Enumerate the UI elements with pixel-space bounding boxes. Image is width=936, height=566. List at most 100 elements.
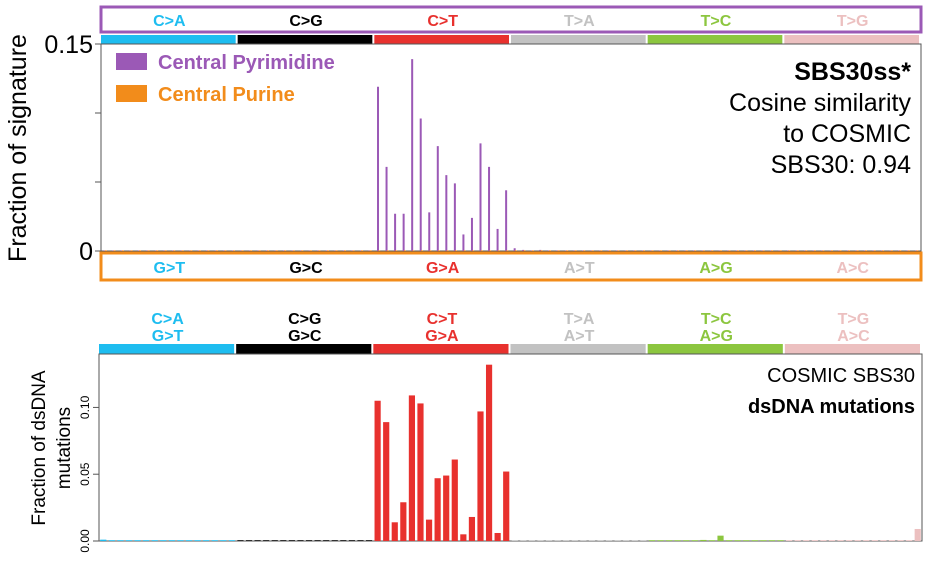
- annotation-line-2: to COSMIC: [783, 120, 911, 148]
- dsdna-bar: [194, 540, 201, 541]
- dsdna-bar: [134, 540, 141, 541]
- bottom-y-ticks: 0.00 0.05 0.10: [78, 395, 99, 553]
- dsdna-bar: [228, 540, 235, 541]
- dsdna-bar: [520, 540, 527, 541]
- dsdna-bar: [220, 540, 227, 541]
- dsdna-bar: [820, 540, 827, 541]
- dsdna-bar: [545, 540, 553, 541]
- top-category-label: C>A: [153, 13, 186, 30]
- dsdna-bar: [623, 540, 630, 541]
- signature-title: SBS30ss*: [794, 58, 911, 86]
- dsdna-bar: [854, 540, 861, 541]
- dsdna-bar: [331, 540, 338, 541]
- dsdna-bar: [511, 540, 518, 541]
- complement-category-label: A>C: [836, 260, 869, 277]
- bottom-panel-complement-label: A>G: [700, 328, 733, 345]
- dsdna-bar: [914, 528, 921, 541]
- dsdna-bar: [237, 540, 244, 541]
- dsdna-bar: [537, 540, 544, 541]
- dsdna-bar: [434, 478, 441, 541]
- bottom-panel-category-label: T>G: [838, 311, 870, 328]
- dsdna-bar: [631, 540, 638, 541]
- category-color-block: [237, 35, 373, 44]
- dsdna-bar: [245, 540, 253, 541]
- complement-category-labels: G>T G>C G>A A>T A>G A>C: [154, 260, 870, 277]
- y-tick-label: 0: [79, 238, 93, 266]
- dsdna-bar: [503, 471, 510, 541]
- dsdna-bar: [554, 540, 561, 541]
- dsdna-bar: [597, 540, 604, 541]
- bottom-panel-category-label: C>A: [151, 311, 184, 328]
- dsdna-bar: [160, 540, 167, 541]
- bottom-y-tick-label: 0.10: [78, 395, 92, 419]
- top-category-labels: C>A C>G C>T T>A T>C T>G: [153, 13, 868, 30]
- dsdna-bar: [391, 522, 398, 541]
- bottom-panel-color-block: [99, 344, 235, 354]
- bottom-panel-complement-label: G>C: [288, 328, 322, 345]
- dsdna-bar: [271, 540, 278, 541]
- bottom-panel-category-label: C>G: [288, 311, 321, 328]
- dsdna-bar: [846, 540, 853, 541]
- dsdna-bar: [374, 400, 381, 541]
- dsdna-bar: [485, 364, 493, 541]
- dsdna-bar: [297, 540, 304, 541]
- top-category-color-strip: [101, 35, 919, 44]
- top-panel: C>A C>G C>T T>A T>C T>G 0 0.15 Fraction of sig…: [4, 5, 923, 282]
- legend: Central Pyrimidine Central Purine: [116, 52, 335, 106]
- dsdna-bar: [185, 540, 193, 541]
- dsdna-bar: [314, 540, 321, 541]
- bottom-bars: [100, 364, 921, 541]
- dsdna-bar: [417, 403, 424, 541]
- dsdna-bar: [777, 540, 784, 541]
- bottom-category-frame: [99, 251, 923, 282]
- dsdna-bar: [528, 540, 536, 541]
- dsdna-bar: [743, 540, 750, 541]
- y-tick-label: 0.15: [44, 31, 93, 59]
- dsdna-bar: [357, 540, 364, 541]
- dsdna-bar: [151, 540, 158, 541]
- bottom-panel-color-block: [647, 344, 783, 354]
- bottom-panel-category-label: C>T: [427, 311, 458, 328]
- dsdna-bar: [760, 540, 767, 541]
- dsdna-bar: [425, 519, 433, 541]
- dsdna-bar: [811, 540, 818, 541]
- bottom-y-tick-label: 0.00: [78, 529, 92, 553]
- dsdna-bar: [100, 539, 107, 541]
- dsdna-bar: [691, 540, 698, 541]
- annotation-line-1: Cosine similarity: [729, 89, 911, 117]
- dsdna-bar: [280, 540, 287, 541]
- legend-swatch-purine: [116, 85, 147, 102]
- bottom-panel-color-block: [236, 344, 372, 354]
- dsdna-bar: [168, 540, 175, 541]
- dsdna-bar: [323, 540, 330, 541]
- dsdna-bar: [125, 540, 133, 541]
- dsdna-bar: [203, 540, 210, 541]
- dsdna-bar: [460, 534, 467, 541]
- top-category-frame: [99, 5, 923, 34]
- dsdna-bar: [880, 540, 887, 541]
- legend-label-pyrimidine: Central Pyrimidine: [158, 52, 335, 74]
- top-plot-area: [100, 43, 922, 252]
- dsdna-bar: [700, 539, 707, 541]
- top-category-label: T>A: [564, 13, 595, 30]
- dsdna-bar: [906, 540, 913, 541]
- bottom-panel-complement-label: A>C: [837, 328, 870, 345]
- dsdna-bar: [451, 459, 458, 541]
- bottom-panel-category-label: T>C: [701, 311, 732, 328]
- dsdna-bar: [408, 395, 415, 541]
- category-color-block: [374, 35, 509, 44]
- bottom-y-tick-label: 0.05: [78, 462, 92, 486]
- top-y-axis-label: Fraction of signature: [4, 34, 32, 262]
- legend-label-purine: Central Purine: [158, 84, 295, 106]
- complement-category-label: G>T: [154, 260, 186, 277]
- dsdna-bar: [717, 535, 724, 541]
- dsdna-bar: [468, 516, 476, 541]
- dsdna-bar: [588, 540, 596, 541]
- dsdna-bar: [117, 540, 124, 541]
- dsdna-bar: [563, 540, 570, 541]
- dsdna-bar: [443, 475, 450, 541]
- bottom-panel-complement-label: G>T: [152, 328, 184, 345]
- complement-category-label: G>C: [289, 260, 323, 277]
- dsdna-bar: [263, 540, 270, 541]
